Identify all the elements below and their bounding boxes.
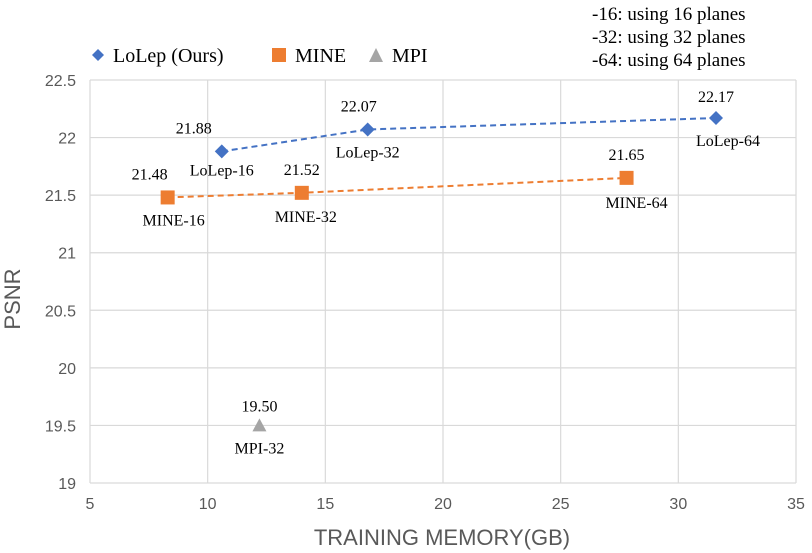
legend: LoLep (Ours) MINE MPI bbox=[92, 45, 428, 67]
legend-label-lolep: LoLep (Ours) bbox=[113, 45, 224, 67]
name-label-mine-16: MINE-16 bbox=[143, 212, 205, 229]
y-tick-label: 22 bbox=[58, 131, 76, 148]
y-tick-label: 19.5 bbox=[45, 418, 76, 435]
name-label-mine-32: MINE-32 bbox=[275, 209, 337, 226]
x-tick-label: 30 bbox=[669, 496, 687, 513]
point-lolep-32 bbox=[360, 122, 375, 137]
x-tick-label: 15 bbox=[316, 496, 334, 513]
annotation-64: -64: using 64 planes bbox=[592, 50, 746, 71]
point-mpi-32 bbox=[252, 418, 267, 432]
point-mine-32 bbox=[294, 185, 309, 200]
y-tick-label: 20.5 bbox=[45, 303, 76, 320]
x-tick-label: 5 bbox=[86, 496, 95, 513]
legend-marker-mine bbox=[272, 48, 286, 62]
trend-line-mine bbox=[167, 176, 627, 199]
planes-annotation: -16: using 16 planes -32: using 32 plane… bbox=[592, 4, 746, 71]
value-label-lolep-64: 22.17 bbox=[698, 89, 734, 106]
value-label-mine-16: 21.48 bbox=[132, 166, 168, 183]
y-tick-label: 22.5 bbox=[45, 73, 76, 90]
y-tick-label: 20 bbox=[58, 361, 76, 378]
value-label-mine-64: 21.65 bbox=[609, 147, 645, 164]
legend-marker-mpi bbox=[369, 48, 383, 62]
point-mine-64 bbox=[619, 170, 634, 185]
x-tick-label: 35 bbox=[787, 496, 805, 513]
x-tick-label: 25 bbox=[552, 496, 570, 513]
annotation-32: -32: using 32 planes bbox=[592, 27, 746, 48]
point-mine-16 bbox=[160, 190, 175, 205]
value-label-lolep-16: 21.88 bbox=[176, 120, 212, 137]
name-label-mine-64: MINE-64 bbox=[605, 195, 667, 212]
grid bbox=[89, 79, 797, 484]
x-tick-label: 10 bbox=[199, 496, 217, 513]
y-tick-label: 21.5 bbox=[45, 188, 76, 205]
point-lolep-64 bbox=[708, 110, 723, 125]
name-label-lolep-16: LoLep-16 bbox=[190, 162, 254, 179]
y-tick-label: 19 bbox=[58, 476, 76, 493]
axis-ticks: 5 10 15 20 25 30 35 19 19.5 20 20.5 21 21.5 22 22.5 bbox=[45, 73, 805, 513]
value-label-mine-32: 21.52 bbox=[284, 162, 320, 179]
x-tick-label: 20 bbox=[434, 496, 452, 513]
value-label-mpi-32: 19.50 bbox=[241, 398, 277, 415]
annotation-16: -16: using 16 planes bbox=[592, 4, 746, 25]
data-labels: 21.88 LoLep-16 22.07 LoLep-32 22.17 LoLep-64 2… bbox=[132, 89, 760, 457]
name-label-mpi-32: MPI-32 bbox=[235, 440, 285, 457]
legend-marker-lolep bbox=[92, 49, 104, 61]
x-axis-title: TRAINING MEMORY(GB) bbox=[314, 525, 570, 550]
legend-label-mpi: MPI bbox=[392, 45, 428, 67]
y-tick-label: 21 bbox=[58, 246, 76, 263]
value-label-lolep-32: 22.07 bbox=[341, 99, 377, 116]
name-label-lolep-32: LoLep-32 bbox=[336, 145, 400, 162]
series-group bbox=[160, 110, 723, 432]
y-axis-title: PSNR bbox=[0, 268, 25, 329]
point-lolep-16 bbox=[214, 144, 229, 159]
legend-label-mine: MINE bbox=[295, 45, 346, 67]
name-label-lolep-64: LoLep-64 bbox=[696, 133, 760, 150]
